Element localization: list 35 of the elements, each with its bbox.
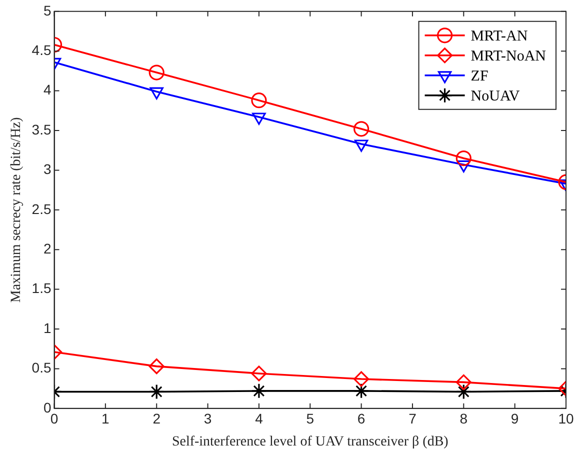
y-tick-label: 0.5 [32, 360, 52, 376]
point [251, 366, 267, 382]
point [354, 383, 370, 399]
point [252, 112, 266, 125]
legend-label: MRT-AN [470, 28, 528, 44]
legend-label: ZF [470, 68, 488, 84]
y-tick-label: 5 [43, 2, 52, 18]
y-tick-label: 3.5 [32, 121, 52, 138]
y-tick-label: 4 [43, 82, 52, 98]
point [251, 383, 267, 399]
y-tick-label: 0 [43, 399, 52, 416]
x-axis-title: Self-interference level of UAV transceiver β (dB) [172, 434, 449, 450]
point [354, 140, 368, 152]
x-tick-label: 3 [204, 410, 212, 427]
x-tick-label: 9 [510, 410, 519, 427]
point [251, 92, 267, 108]
legend-label: MRT-NoAN [470, 48, 546, 64]
y-tick-label: 1.5 [32, 280, 52, 296]
x-tick-label: 4 [255, 410, 264, 427]
x-tick-label: 8 [460, 410, 468, 427]
x-tick-label: 7 [408, 410, 417, 427]
y-tick-label: 2.5 [32, 200, 52, 217]
point [354, 121, 370, 137]
legend-label: NoUAV [470, 88, 520, 104]
x-tick-label: 1 [102, 410, 110, 427]
point [354, 371, 370, 387]
x-tick-label: 2 [152, 410, 161, 427]
x-tick-label: 5 [306, 410, 314, 427]
x-tick-label: 10 [558, 410, 574, 427]
y-tick-label: 3 [43, 161, 52, 178]
y-tick-label: 4.5 [32, 42, 52, 58]
y-tick-label: 1 [43, 320, 52, 336]
y-tick-label: 2 [43, 240, 52, 256]
x-tick-label: 6 [357, 410, 366, 427]
y-axis-title: Maximum secrecy rate (bit/s/Hz) [9, 116, 24, 303]
